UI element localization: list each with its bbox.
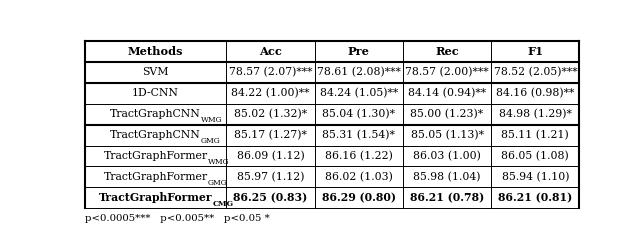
Text: CMG: CMG bbox=[212, 200, 234, 208]
Text: WMG: WMG bbox=[208, 158, 229, 166]
Text: TractGraphFormer: TractGraphFormer bbox=[104, 151, 208, 161]
Text: 84.22 (1.00)**: 84.22 (1.00)** bbox=[231, 88, 310, 98]
Text: 78.52 (2.05)***: 78.52 (2.05)*** bbox=[493, 67, 577, 78]
Text: p<0.0005***   p<0.005**   p<0.05 *: p<0.0005*** p<0.005** p<0.05 * bbox=[85, 214, 269, 223]
Text: 86.09 (1.12): 86.09 (1.12) bbox=[237, 151, 305, 161]
Text: Methods: Methods bbox=[128, 46, 184, 57]
Text: Pre: Pre bbox=[348, 46, 370, 57]
Text: 86.03 (1.00): 86.03 (1.00) bbox=[413, 151, 481, 161]
Text: 86.25 (0.83): 86.25 (0.83) bbox=[234, 192, 308, 203]
Text: 86.21 (0.81): 86.21 (0.81) bbox=[498, 192, 572, 203]
Text: Rec: Rec bbox=[435, 46, 459, 57]
Text: 85.04 (1.30)*: 85.04 (1.30)* bbox=[323, 109, 396, 119]
Text: 85.11 (1.21): 85.11 (1.21) bbox=[502, 130, 569, 140]
Text: 84.16 (0.98)**: 84.16 (0.98)** bbox=[496, 88, 575, 98]
Text: 85.98 (1.04): 85.98 (1.04) bbox=[413, 172, 481, 182]
Text: 85.05 (1.13)*: 85.05 (1.13)* bbox=[410, 130, 484, 140]
Text: 78.61 (2.08)***: 78.61 (2.08)*** bbox=[317, 67, 401, 78]
Text: 84.98 (1.29)*: 84.98 (1.29)* bbox=[499, 109, 572, 119]
Text: 85.00 (1.23)*: 85.00 (1.23)* bbox=[410, 109, 484, 119]
Text: Acc: Acc bbox=[259, 46, 282, 57]
Text: TractGraphFormer: TractGraphFormer bbox=[99, 192, 212, 203]
Text: 86.05 (1.08): 86.05 (1.08) bbox=[502, 151, 569, 161]
Text: 1D-CNN: 1D-CNN bbox=[132, 88, 179, 98]
Text: 86.16 (1.22): 86.16 (1.22) bbox=[325, 151, 393, 161]
Text: WMG: WMG bbox=[201, 116, 223, 124]
Text: 85.94 (1.10): 85.94 (1.10) bbox=[502, 172, 569, 182]
Text: F1: F1 bbox=[527, 46, 543, 57]
Text: 85.31 (1.54)*: 85.31 (1.54)* bbox=[323, 130, 395, 140]
Text: TractGraphCNN: TractGraphCNN bbox=[110, 109, 201, 119]
Text: GMG: GMG bbox=[201, 137, 221, 145]
Text: 84.14 (0.94)**: 84.14 (0.94)** bbox=[408, 88, 486, 98]
Text: SVM: SVM bbox=[142, 67, 169, 77]
Text: 85.02 (1.32)*: 85.02 (1.32)* bbox=[234, 109, 307, 119]
Text: 86.21 (0.78): 86.21 (0.78) bbox=[410, 192, 484, 203]
Text: 86.29 (0.80): 86.29 (0.80) bbox=[322, 192, 396, 203]
Text: 85.17 (1.27)*: 85.17 (1.27)* bbox=[234, 130, 307, 140]
Text: GMG: GMG bbox=[208, 179, 227, 187]
Text: 78.57 (2.07)***: 78.57 (2.07)*** bbox=[228, 67, 312, 78]
Text: TractGraphCNN: TractGraphCNN bbox=[110, 130, 201, 140]
Text: 86.02 (1.03): 86.02 (1.03) bbox=[325, 172, 393, 182]
Text: 78.57 (2.00)***: 78.57 (2.00)*** bbox=[405, 67, 489, 78]
Text: TractGraphFormer: TractGraphFormer bbox=[104, 172, 208, 182]
Text: 84.24 (1.05)**: 84.24 (1.05)** bbox=[319, 88, 398, 98]
Text: 85.97 (1.12): 85.97 (1.12) bbox=[237, 172, 304, 182]
